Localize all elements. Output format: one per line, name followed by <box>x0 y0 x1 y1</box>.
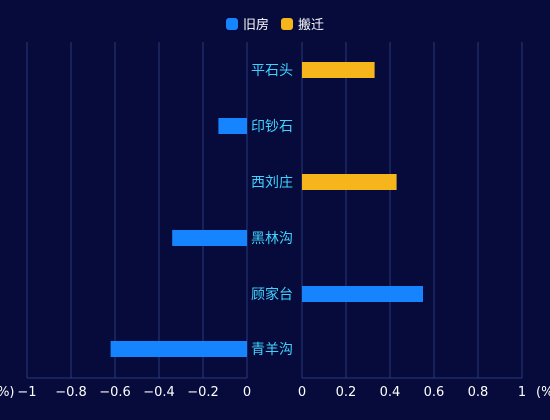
bar-old-house-4[interactable] <box>302 286 423 302</box>
left-tick-label-0: −1 <box>17 385 36 400</box>
right-tick-label-5: 1 <box>518 385 526 400</box>
legend-label-old-house: 旧房 <box>242 18 269 33</box>
legend-swatch-old-house <box>225 17 238 30</box>
right-axis-unit-label: (% <box>536 385 550 400</box>
category-label-1: 印钞石 <box>251 119 293 135</box>
right-tick-label-0: 0 <box>298 385 306 400</box>
legend-item-relocation[interactable]: 搬迁 <box>281 14 324 33</box>
left-tick-label-3: −0.4 <box>143 385 175 400</box>
left-tick-label-4: −0.2 <box>187 385 219 400</box>
legend-swatch-relocation <box>281 17 293 30</box>
chart-legend: 旧房 搬迁 <box>0 14 550 33</box>
left-tick-label-5: 0 <box>243 385 251 400</box>
category-label-4: 顾家台 <box>251 286 293 303</box>
bar-relocation-0[interactable] <box>302 62 375 78</box>
right-tick-label-4: 0.8 <box>468 385 489 400</box>
legend-item-old-house[interactable]: 旧房 <box>225 14 269 33</box>
bar-relocation-2[interactable] <box>302 174 397 190</box>
bar-old-house-5[interactable] <box>110 341 247 357</box>
category-label-3: 黑林沟 <box>251 231 293 247</box>
bars-layer <box>110 62 423 357</box>
category-label-2: 西刘庄 <box>251 174 293 191</box>
category-label-5: 青羊沟 <box>251 342 293 358</box>
left-tick-label-1: −0.8 <box>55 385 87 400</box>
right-tick-label-2: 0.4 <box>380 385 401 400</box>
bar-old-house-1[interactable] <box>218 118 247 134</box>
right-tick-label-3: 0.6 <box>424 385 445 400</box>
tick-labels-layer: −1 −0.8 −0.6 −0.4 −0.2 0 0 0.2 0.4 0.6 0.8 1 (%) (% <box>0 385 550 400</box>
grid-layer <box>26 42 523 379</box>
legend-label-relocation: 搬迁 <box>298 18 325 33</box>
category-label-0: 平石头 <box>251 63 293 79</box>
right-tick-label-1: 0.2 <box>336 385 357 400</box>
left-tick-label-2: −0.6 <box>99 385 131 400</box>
left-axis-unit-label: (%) <box>0 385 15 400</box>
bar-old-house-3[interactable] <box>172 230 247 246</box>
